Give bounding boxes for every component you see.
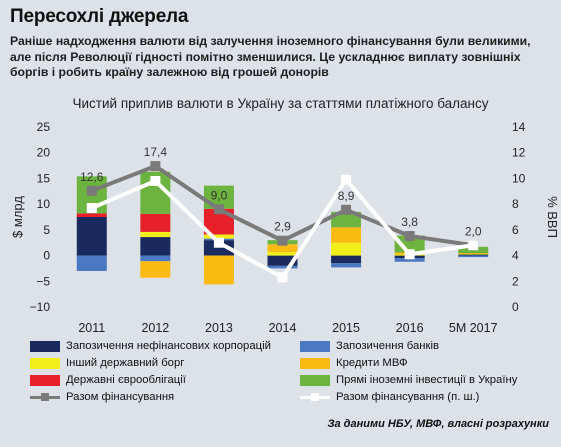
legend-swatch-fdi bbox=[300, 374, 330, 386]
legend-label-banks: Запозичення банків bbox=[336, 340, 439, 352]
marker-total_line-1 bbox=[150, 161, 161, 172]
legend-item-corp: Запозичення нефінансових корпорацій bbox=[30, 340, 271, 352]
legend-label-imf: Кредити МВФ bbox=[336, 357, 408, 369]
bar-banks-6 bbox=[458, 255, 489, 258]
data-label: 3,8 bbox=[401, 215, 418, 229]
legend-swatch-imf bbox=[300, 357, 330, 369]
bar-imf-6 bbox=[458, 253, 489, 255]
bar-imf-3 bbox=[267, 244, 298, 252]
legend-item-total: Разом фінансування bbox=[30, 391, 174, 403]
y-tick-label: 20 bbox=[37, 146, 51, 160]
legend-item-fdi: Прямі іноземні інвестиції в Україну bbox=[300, 374, 517, 386]
chart-svg: −10 −5 0 5 10 15 20 25 0 2 4 6 8 10 12 14 $ млрд % ВВП 201… bbox=[10, 120, 560, 335]
y2-tick-label: 12 bbox=[512, 146, 526, 160]
legend-label-gov-other: Інший державний борг bbox=[66, 357, 185, 369]
marker-total_line-3 bbox=[277, 235, 288, 246]
x-tick-label: 2015 bbox=[332, 321, 360, 335]
x-tick-label: 2014 bbox=[269, 321, 297, 335]
y-tick-label: 10 bbox=[37, 197, 51, 211]
marker-gdp_line-5 bbox=[404, 249, 415, 260]
bar-gov_other-6 bbox=[458, 254, 489, 255]
bar-gov_other-3 bbox=[267, 251, 298, 256]
y2-tick-label: 6 bbox=[512, 223, 519, 237]
bar-gov_other-2 bbox=[203, 234, 234, 239]
data-label: 17,4 bbox=[144, 145, 168, 159]
y2-tick-label: 14 bbox=[512, 120, 526, 134]
bar-imf-2 bbox=[203, 255, 234, 285]
data-label: 9,0 bbox=[211, 188, 228, 202]
legend-swatch-gov-other bbox=[30, 357, 60, 369]
chart-title: Чистий приплив валюти в Україну за статт… bbox=[72, 96, 489, 111]
bar-corp-0 bbox=[76, 217, 107, 256]
source-note: За даними НБУ, МВФ, власні розрахунки bbox=[327, 418, 549, 430]
legend-label-total: Разом фінансування bbox=[66, 391, 175, 403]
legend-label-eurobonds: Державні єврооблігації bbox=[66, 374, 186, 386]
bar-eurobonds-1 bbox=[140, 213, 171, 232]
bar-corp-4 bbox=[331, 255, 362, 264]
bar-banks-5 bbox=[394, 258, 425, 262]
data-label: 2,0 bbox=[465, 224, 482, 238]
legend-swatch-banks bbox=[300, 340, 330, 352]
y2-tick-label: 10 bbox=[512, 171, 526, 185]
marker-gdp_line-2 bbox=[213, 237, 224, 248]
legend-label-fdi: Прямі іноземні інвестиції в Україну bbox=[336, 374, 518, 386]
legend-swatch-total bbox=[30, 392, 60, 403]
x-tick-label: 2011 bbox=[78, 321, 105, 335]
legend-item-total-gdp: Разом фінансування (п. ш.) bbox=[300, 391, 479, 403]
x-tick-label: 2016 bbox=[396, 321, 424, 335]
bar-corp-3 bbox=[267, 255, 298, 266]
bar-imf-1 bbox=[140, 261, 171, 278]
y2-tick-label: 8 bbox=[512, 197, 519, 211]
legend-item-eurobonds: Державні єврооблігації bbox=[30, 374, 186, 386]
bar-gov_other-4 bbox=[331, 242, 362, 256]
page-title: Пересохлі джерела bbox=[10, 6, 189, 27]
legend-swatch-total-gdp bbox=[300, 392, 330, 403]
bar-corp-2 bbox=[203, 240, 234, 256]
data-label: 12,6 bbox=[80, 170, 104, 184]
bar-corp-1 bbox=[140, 237, 171, 256]
y-tick-label: 0 bbox=[43, 249, 50, 263]
bar-banks-1 bbox=[140, 255, 171, 262]
marker-total_line-0 bbox=[86, 185, 97, 196]
bar-banks-4 bbox=[331, 263, 362, 268]
bar-imf-4 bbox=[331, 227, 362, 243]
legend-swatch-eurobonds bbox=[30, 374, 60, 386]
bar-corp-6 bbox=[458, 254, 489, 256]
bar-eurobonds-0 bbox=[76, 213, 107, 217]
y-tick-label: 5 bbox=[43, 223, 50, 237]
bar-fdi-4 bbox=[331, 211, 362, 228]
marker-total_line-2 bbox=[213, 204, 224, 215]
marker-gdp_line-4 bbox=[341, 174, 352, 185]
y2-tick-label: 0 bbox=[512, 300, 519, 314]
y-tick-label: 25 bbox=[37, 120, 51, 134]
subtitle: Раніше надходження валюти від залучення … bbox=[10, 34, 531, 79]
marker-total_line-5 bbox=[404, 231, 415, 242]
legend-label-corp: Запозичення нефінансових корпорацій bbox=[66, 340, 271, 352]
marker-gdp_line-1 bbox=[150, 176, 161, 186]
legend-swatch-corp bbox=[30, 340, 60, 352]
y-tick-label: −10 bbox=[30, 300, 51, 314]
y-tick-label: −5 bbox=[36, 274, 50, 288]
x-tick-label: 5М 2017 bbox=[449, 321, 498, 335]
y-tick-label: 15 bbox=[37, 171, 51, 185]
y-axis-title: $ млрд bbox=[10, 196, 25, 238]
x-tick-label: 2012 bbox=[141, 321, 169, 335]
y2-tick-label: 2 bbox=[512, 274, 519, 288]
y2-tick-label: 4 bbox=[512, 249, 519, 263]
marker-gdp_line-6 bbox=[468, 240, 479, 251]
marker-total_line-4 bbox=[341, 204, 352, 215]
data-label: 8,9 bbox=[338, 189, 355, 203]
y2-axis-title: % ВВП bbox=[545, 196, 560, 238]
data-label: 2,9 bbox=[274, 220, 291, 234]
marker-gdp_line-3 bbox=[277, 272, 288, 283]
legend-label-total-gdp: Разом фінансування (п. ш.) bbox=[336, 391, 480, 403]
bar-banks-3 bbox=[267, 265, 298, 269]
legend-item-gov-other: Інший державний борг bbox=[30, 357, 184, 369]
marker-gdp_line-0 bbox=[86, 203, 97, 213]
bar-banks-0 bbox=[76, 255, 107, 271]
legend-item-banks: Запозичення банків bbox=[300, 340, 439, 352]
bar-gov_other-1 bbox=[140, 231, 171, 238]
legend-item-imf: Кредити МВФ bbox=[300, 357, 408, 369]
x-tick-label: 2013 bbox=[205, 321, 233, 335]
